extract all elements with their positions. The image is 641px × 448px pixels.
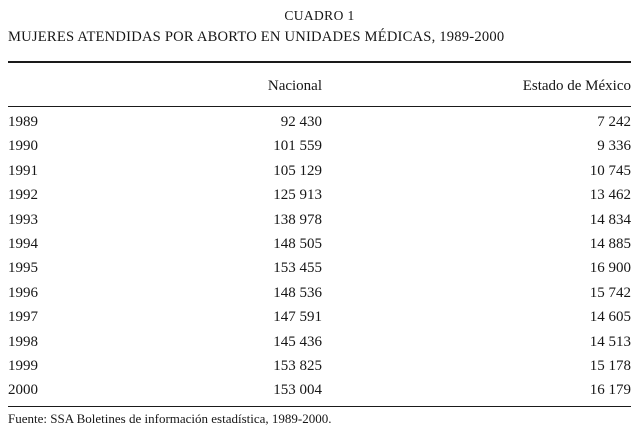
table-row: 1993 138 978 14 834 (8, 208, 631, 232)
cell-nacional: 148 505 (273, 236, 322, 253)
cell-estado: 14 834 (589, 211, 631, 228)
cell-nacional: 153 825 (273, 358, 322, 375)
source-note: Fuente: SSA Boletines de información est… (8, 410, 332, 426)
cell-nacional: 153 004 (273, 382, 322, 399)
cell-year: 1996 (8, 284, 38, 301)
cell-estado: 7 242 (597, 114, 631, 130)
table-row: 1990 101 559 9 336 (8, 134, 631, 158)
table-body: 1989 92 430 7 242 1990 101 559 9 336 199… (8, 106, 631, 407)
cell-year: 1995 (8, 260, 38, 277)
cell-year: 1999 (8, 358, 38, 375)
table-row: 1996 148 536 15 742 (8, 281, 631, 305)
cell-nacional: 147 591 (273, 309, 322, 326)
cell-nacional: 101 559 (273, 138, 322, 155)
cell-nacional: 92 430 (280, 114, 322, 130)
header-estado: Estado de México (522, 78, 631, 94)
cell-year: 1990 (8, 138, 38, 155)
cell-estado: 14 513 (589, 333, 631, 350)
cell-estado: 16 900 (589, 260, 631, 277)
table-row: 1994 148 505 14 885 (8, 232, 631, 256)
header-year (8, 78, 118, 95)
cell-year: 1992 (8, 187, 38, 204)
cell-estado: 10 745 (589, 162, 631, 179)
cell-estado: 14 605 (589, 309, 631, 326)
table-row: 1992 125 913 13 462 (8, 183, 631, 207)
cell-estado: 13 462 (589, 187, 631, 204)
cell-nacional: 153 455 (273, 260, 322, 277)
data-table: Nacional Estado de México 1989 92 430 7 … (8, 61, 631, 407)
cell-estado: 15 742 (589, 284, 631, 301)
header-nacional: Nacional (267, 78, 322, 94)
table-row: 1998 145 436 14 513 (8, 330, 631, 354)
cell-nacional: 125 913 (273, 187, 322, 204)
cell-estado: 16 179 (589, 382, 631, 399)
table-row: 2000 153 004 16 179 (8, 378, 631, 402)
table-row: 1999 153 825 15 178 (8, 354, 631, 378)
table-row: 1991 105 129 10 745 (8, 159, 631, 183)
table-header-row: Nacional Estado de México (8, 61, 631, 106)
table-row: 1995 153 455 16 900 (8, 256, 631, 280)
cell-nacional: 145 436 (273, 333, 322, 350)
cell-estado: 15 178 (589, 358, 631, 375)
cell-year: 1997 (8, 309, 38, 326)
table-kicker: CUADRO 1 (284, 8, 355, 23)
table-row: 1997 147 591 14 605 (8, 305, 631, 329)
cell-nacional: 148 536 (273, 284, 322, 301)
cell-estado: 9 336 (597, 138, 631, 155)
cell-year: 2000 (8, 382, 38, 399)
cell-nacional: 105 129 (273, 162, 322, 179)
cell-year: 1991 (8, 162, 38, 179)
cell-year: 1998 (8, 333, 38, 350)
cell-estado: 14 885 (589, 236, 631, 253)
table-title: MUJERES ATENDIDAS POR ABORTO EN UNIDADES… (8, 29, 505, 45)
cell-year: 1993 (8, 211, 38, 228)
cell-nacional: 138 978 (273, 211, 322, 228)
cell-year: 1989 (8, 114, 38, 130)
cell-year: 1994 (8, 236, 38, 253)
table-row: 1989 92 430 7 242 (8, 110, 631, 134)
